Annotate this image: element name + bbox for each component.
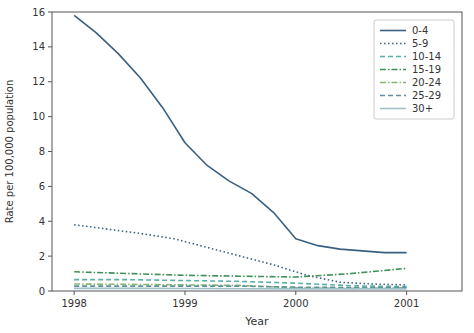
series-line xyxy=(74,286,406,287)
legend-label: 30+ xyxy=(412,103,433,114)
y-tick xyxy=(48,186,52,187)
legend-label: 5-9 xyxy=(412,38,428,49)
y-tick xyxy=(48,81,52,82)
legend: 0-4 5-9 10-14 15-19 20-24 25-29 30+ xyxy=(374,20,454,119)
plot-area xyxy=(52,12,462,291)
x-axis-label: Year xyxy=(244,315,269,328)
legend-label: 0-4 xyxy=(412,25,428,36)
y-tick-label: 4 xyxy=(39,216,45,227)
x-tick xyxy=(406,291,407,295)
series-line xyxy=(74,288,406,290)
legend-box xyxy=(374,20,454,119)
y-tick-label: 14 xyxy=(32,41,45,52)
x-tick xyxy=(184,291,185,295)
series-line xyxy=(74,284,406,288)
y-tick xyxy=(48,291,52,292)
x-tick-label: 2001 xyxy=(394,298,419,309)
legend-swatch xyxy=(380,95,406,97)
plot-frame xyxy=(52,12,462,291)
y-tick-label: 0 xyxy=(39,286,45,297)
legend-swatch xyxy=(380,43,406,45)
legend-label: 25-29 xyxy=(412,90,441,101)
x-tick-label: 1999 xyxy=(172,298,197,309)
y-tick xyxy=(48,12,52,13)
chart: 0 2 4 6 8 10 12 14 16 1998 1999 2000 2001 Year Rate pe… xyxy=(0,0,474,333)
y-tick xyxy=(48,256,52,257)
x-tick-label: 1998 xyxy=(61,298,86,309)
legend-swatch xyxy=(380,30,406,32)
y-tick-label: 10 xyxy=(32,111,45,122)
legend-label: 10-14 xyxy=(412,51,441,62)
series-group xyxy=(74,15,406,288)
x-tick xyxy=(295,291,296,295)
y-tick-label: 12 xyxy=(32,76,45,87)
legend-swatch xyxy=(380,108,406,110)
y-tick-label: 16 xyxy=(32,7,45,18)
series-line xyxy=(74,15,406,252)
series-line xyxy=(74,225,406,285)
y-tick xyxy=(48,221,52,222)
y-tick-label: 8 xyxy=(39,146,45,157)
x-tick xyxy=(74,291,75,295)
legend-swatch xyxy=(380,82,406,84)
x-tick-label: 2000 xyxy=(283,298,308,309)
legend-swatch xyxy=(380,69,406,71)
legend-swatch xyxy=(380,56,406,58)
y-tick-label: 6 xyxy=(39,181,45,192)
y-tick xyxy=(48,151,52,152)
series-line xyxy=(74,268,406,277)
y-tick xyxy=(48,116,52,117)
legend-label: 20-24 xyxy=(412,77,441,88)
y-axis-label: Rate per 100,000 population xyxy=(4,80,15,224)
y-tick-label: 2 xyxy=(39,251,45,262)
y-tick xyxy=(48,46,52,47)
legend-label: 15-19 xyxy=(412,64,441,75)
